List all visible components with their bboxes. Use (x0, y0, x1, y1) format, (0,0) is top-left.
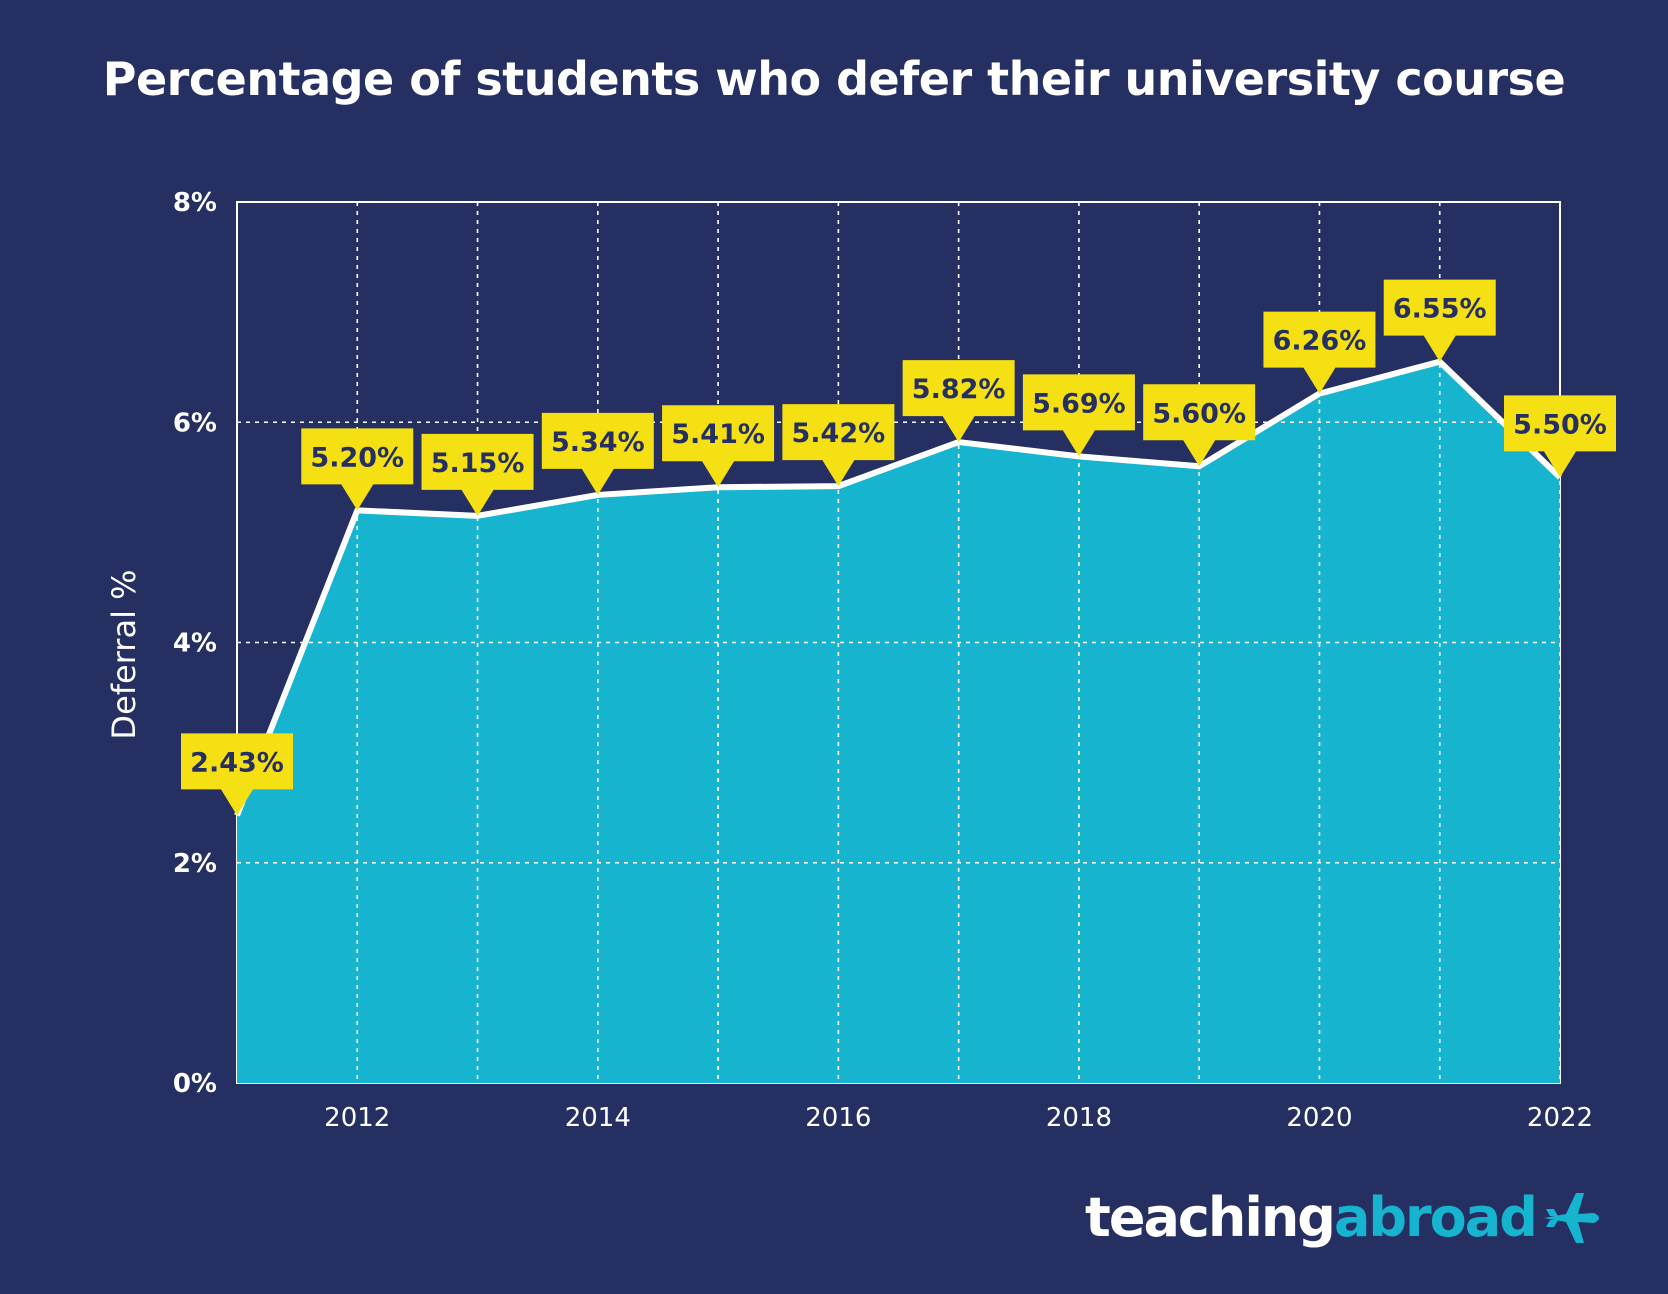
data-label-callout (541, 412, 654, 495)
data-label-text: 5.69% (1032, 388, 1126, 419)
data-label: 5.82% (902, 360, 1015, 443)
data-label-callout (421, 433, 534, 516)
data-label-text: 5.42% (792, 418, 886, 449)
y-tick-label: 6% (173, 408, 217, 438)
data-label: 6.26% (1263, 311, 1376, 394)
data-label: 5.20% (301, 428, 414, 511)
y-tick-label: 4% (173, 629, 217, 659)
data-label-callout (662, 405, 775, 488)
data-label-text: 5.82% (912, 374, 1006, 405)
y-axis-ticks: 0% 2% 4% 6% 8% (173, 188, 217, 1099)
x-tick-label: 2014 (565, 1103, 631, 1133)
area-fill (237, 361, 1560, 1083)
data-label-text: 5.15% (431, 448, 525, 479)
series-line (234, 358, 1563, 817)
logo-text-abroad: abroad (1333, 1186, 1538, 1249)
data-label-callout (1022, 374, 1135, 457)
data-label: 6.55% (1383, 279, 1496, 362)
data-label: 5.41% (662, 405, 775, 488)
y-axis-label: Deferral % (105, 569, 143, 739)
data-label-text: 6.55% (1393, 294, 1487, 325)
x-tick-label: 2022 (1527, 1103, 1593, 1133)
data-label: 5.50% (1504, 395, 1616, 478)
data-label-text: 5.20% (310, 442, 404, 473)
chart-title: Percentage of students who defer their u… (102, 52, 1566, 106)
x-tick-label: 2018 (1046, 1103, 1112, 1133)
data-label-callout (1263, 311, 1376, 394)
x-tick-label: 2016 (805, 1103, 871, 1133)
x-tick-label: 2012 (324, 1103, 390, 1133)
data-label-text: 5.60% (1152, 398, 1246, 429)
data-label-callout (1383, 279, 1496, 362)
y-tick-label: 0% (173, 1069, 217, 1099)
data-label-text: 5.34% (551, 427, 645, 458)
data-label-callout (181, 733, 293, 816)
data-label-text: 2.43% (190, 747, 284, 778)
logo-text-teaching: teaching (1085, 1186, 1336, 1249)
data-labels: 2.43% 5.20% 5.15% 5.34% 5.41% 5.42% 5.82% 5.69%… (181, 279, 1616, 816)
data-label-text: 5.41% (671, 419, 765, 450)
data-label-text: 5.50% (1513, 409, 1607, 440)
data-label: 5.42% (782, 404, 895, 487)
data-label-callout (1143, 384, 1256, 467)
data-label: 5.60% (1143, 384, 1256, 467)
x-tick-label: 2020 (1286, 1103, 1352, 1133)
y-tick-label: 2% (173, 849, 217, 879)
airplane-icon (1543, 1192, 1599, 1243)
data-label-callout (782, 404, 895, 487)
data-label-callout (902, 360, 1015, 443)
data-label: 5.34% (541, 412, 654, 495)
data-label-callout (1504, 395, 1616, 478)
data-label: 5.69% (1022, 374, 1135, 457)
data-label-callout (301, 428, 414, 511)
brand-logo: teaching abroad (1085, 1186, 1604, 1249)
data-label: 5.15% (421, 433, 534, 516)
data-label-text: 6.26% (1273, 326, 1367, 357)
data-label: 2.43% (181, 733, 293, 816)
y-tick-label: 8% (173, 188, 217, 218)
x-axis-ticks: 2012 2014 2016 2018 2020 2022 (324, 1103, 1593, 1133)
